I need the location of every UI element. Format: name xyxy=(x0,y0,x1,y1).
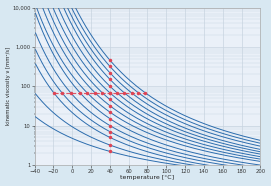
Y-axis label: kinematic viscosity ν [mm²/s]: kinematic viscosity ν [mm²/s] xyxy=(6,47,11,125)
X-axis label: temperature [°C]: temperature [°C] xyxy=(120,175,175,180)
